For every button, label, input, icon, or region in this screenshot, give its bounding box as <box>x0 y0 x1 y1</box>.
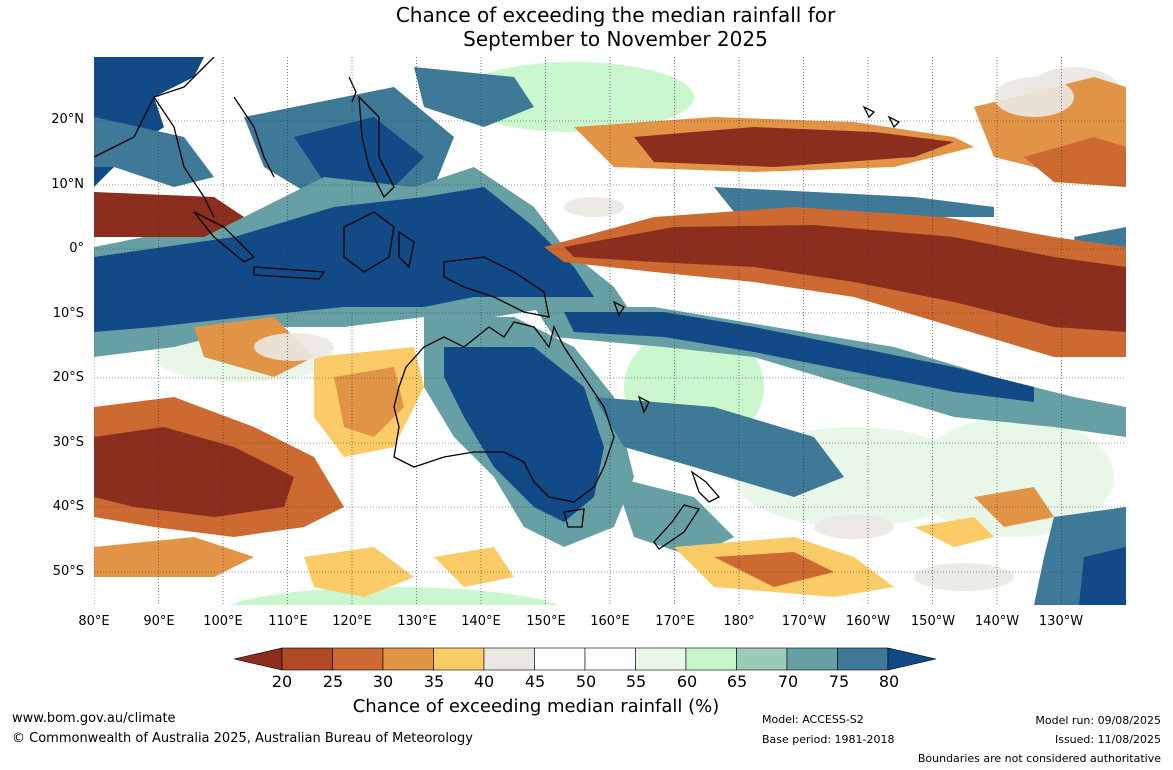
nz-south-island <box>653 504 701 550</box>
australia-coast <box>393 321 615 503</box>
lon-label-170e: 170°E <box>655 614 695 629</box>
lon-label-140e: 140°E <box>461 614 501 629</box>
legend-colorbar <box>233 647 937 671</box>
lon-label-160e: 160°E <box>590 614 630 629</box>
lon-label-120e: 120°E <box>332 614 372 629</box>
solomon-coast <box>612 300 625 317</box>
legend-swatch-7 <box>584 647 636 671</box>
legend-tick-65: 65 <box>726 672 748 691</box>
coastlines <box>94 57 901 550</box>
legend-tick-60: 60 <box>676 672 698 691</box>
rainfall-probability-map <box>94 57 1126 605</box>
sulawesi-coast <box>398 230 415 269</box>
legend-swatch-1 <box>281 647 333 671</box>
se-asia-coast <box>94 57 275 218</box>
dry-zones <box>94 77 1126 597</box>
blue-wet-zones <box>94 57 1126 605</box>
legend-tick-40: 40 <box>473 672 495 691</box>
legend-swatch-5 <box>483 647 535 671</box>
legend-tick-50: 50 <box>575 672 597 691</box>
lat-label-10s: 10°S <box>52 306 84 321</box>
legend-swatch-2 <box>332 647 384 671</box>
tasmania-coast <box>563 508 585 528</box>
taiwan-coast <box>348 76 357 103</box>
legend-tick-80: 80 <box>878 672 900 691</box>
lon-label-100e: 100°E <box>203 614 243 629</box>
nz-north-island <box>690 470 721 503</box>
legend-swatch-below-20 <box>233 647 283 671</box>
hawaii-coast-2 <box>887 115 901 129</box>
footer-url[interactable]: www.bom.gov.au/climate <box>12 711 176 726</box>
lon-label-110e: 110°E <box>268 614 308 629</box>
near-normal-zones <box>254 77 1074 591</box>
lat-label-50s: 50°S <box>52 564 84 579</box>
map-title: Chance of exceeding the median rainfall … <box>0 3 1173 51</box>
legend-swatch-10 <box>736 647 788 671</box>
lon-label-80e: 80°E <box>78 614 110 629</box>
map-canvas <box>94 57 1126 605</box>
legend-tick-30: 30 <box>372 672 394 691</box>
legend-swatches <box>233 647 937 671</box>
legend-tick-70: 70 <box>777 672 799 691</box>
legend-swatch-12 <box>837 647 889 671</box>
footer-copyright: © Commonwealth of Australia 2025, Austra… <box>12 731 473 746</box>
footer-model: Model: ACCESS-S2 <box>762 713 864 726</box>
java-coast <box>253 266 326 280</box>
lat-label-20n: 20°N <box>51 112 84 127</box>
footer-model-run: Model run: 09/08/2025 <box>1035 714 1161 727</box>
lon-label-140w: 140°W <box>974 614 1020 629</box>
lon-label-150w: 150°W <box>910 614 956 629</box>
legend-swatch-4 <box>433 647 485 671</box>
legend-swatch-6 <box>534 647 586 671</box>
new-guinea-coast <box>443 256 550 318</box>
legend-swatch-above-80 <box>887 647 937 671</box>
legend-tick-45: 45 <box>524 672 546 691</box>
legend-tick-75: 75 <box>828 672 850 691</box>
legend-title: Chance of exceeding median rainfall (%) <box>352 696 720 717</box>
footer-disclaimer: Boundaries are not considered authoritat… <box>917 752 1161 765</box>
footer-base-period: Base period: 1981-2018 <box>762 733 895 746</box>
lat-label-40s: 40°S <box>52 499 84 514</box>
lat-label-30s: 30°S <box>52 435 84 450</box>
sumatra-coast <box>193 211 256 263</box>
lon-label-130w: 130°W <box>1038 614 1084 629</box>
lat-label-10n: 10°N <box>51 177 84 192</box>
lon-label-90e: 90°E <box>143 614 175 629</box>
legend-swatch-8 <box>635 647 687 671</box>
lon-label-130e: 130°E <box>397 614 437 629</box>
legend-swatch-3 <box>382 647 434 671</box>
legend-tick-25: 25 <box>322 672 344 691</box>
lat-label-0: 0° <box>69 241 84 256</box>
borneo-coast <box>343 211 395 273</box>
legend-tick-20: 20 <box>271 672 293 691</box>
legend-tick-55: 55 <box>625 672 647 691</box>
lon-label-150e: 150°E <box>526 614 566 629</box>
title-line-2: September to November 2025 <box>463 27 768 51</box>
lon-label-180: 180° <box>723 614 755 629</box>
philippines-coast <box>358 95 395 199</box>
title-line-1: Chance of exceeding the median rainfall … <box>395 3 836 27</box>
legend-tick-35: 35 <box>423 672 445 691</box>
lat-label-20s: 20°S <box>52 370 84 385</box>
lon-label-170w: 170°W <box>781 614 827 629</box>
graticule <box>94 57 1126 605</box>
footer-issued: Issued: 11/08/2025 <box>1054 733 1161 746</box>
lon-label-160w: 160°W <box>845 614 891 629</box>
hawaii-coast <box>862 105 876 119</box>
legend-swatch-11 <box>786 647 838 671</box>
fiji-coast <box>637 395 650 414</box>
legend-swatch-9 <box>685 647 737 671</box>
